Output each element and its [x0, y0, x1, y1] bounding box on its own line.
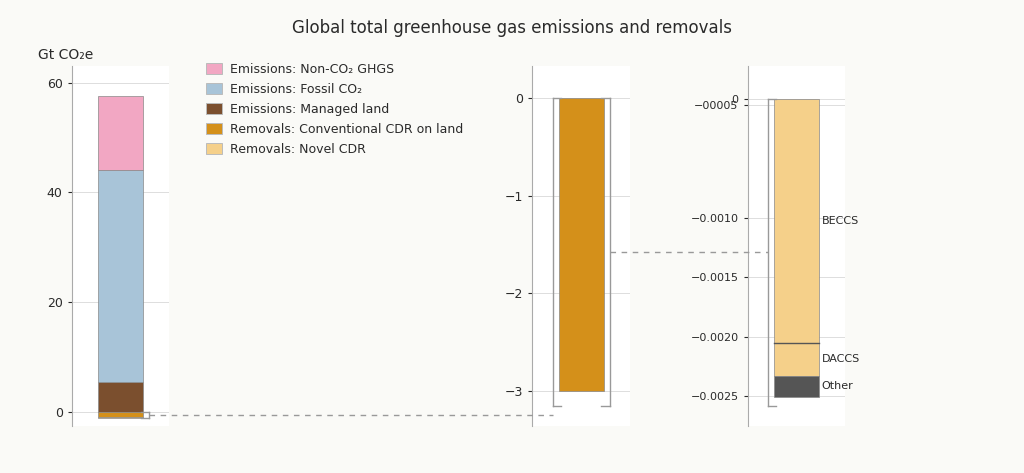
Bar	[98, 412, 142, 418]
Text: Other: Other	[821, 381, 853, 391]
Bar	[774, 99, 818, 342]
Legend: Emissions: Non-CO₂ GHGS, Emissions: Fossil CO₂, Emissions: Managed land, Removal: Emissions: Non-CO₂ GHGS, Emissions: Foss…	[206, 63, 463, 156]
Bar	[98, 382, 142, 412]
Bar	[559, 97, 603, 392]
Text: DACCS: DACCS	[821, 354, 860, 364]
Bar	[774, 342, 818, 376]
Text: Global total greenhouse gas emissions and removals: Global total greenhouse gas emissions an…	[292, 19, 732, 37]
Bar	[774, 376, 818, 397]
Text: Gt CO₂e: Gt CO₂e	[38, 48, 93, 62]
Text: BECCS: BECCS	[821, 216, 859, 226]
Bar	[98, 96, 142, 170]
Bar	[98, 170, 142, 382]
